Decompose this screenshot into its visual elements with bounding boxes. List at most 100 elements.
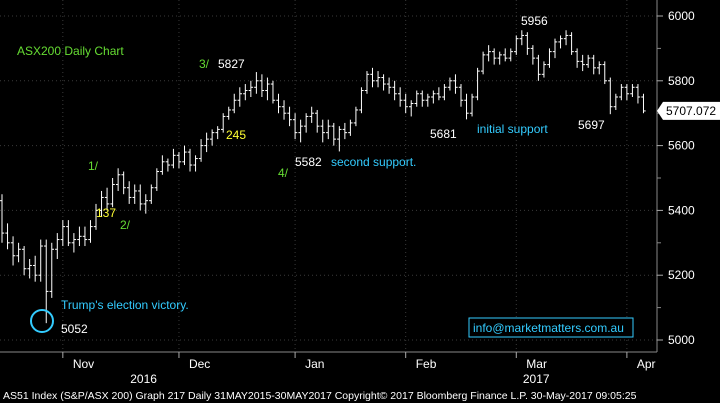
ohlc-bar [386, 77, 392, 94]
election-circle [30, 309, 54, 333]
ohlc-bar [237, 87, 242, 107]
ohlc-bar [298, 119, 303, 143]
ohlc-bar [331, 122, 336, 146]
x-year-label-2017: 2017 [523, 372, 550, 386]
ohlc-bar [469, 93, 475, 117]
ohlc-bar [270, 80, 276, 104]
ohlc-bar [563, 30, 569, 46]
ohlc-bar [198, 139, 204, 162]
ohlc-bar [519, 30, 525, 46]
ohlc-bar [5, 223, 10, 250]
high-5827-label: 5827 [218, 57, 245, 71]
x-month-label-dec: Dec [189, 357, 210, 371]
y-tick-label-5200: 5200 [668, 268, 695, 282]
y-tick-label-5600: 5600 [668, 139, 695, 153]
ohlc-bar [182, 145, 187, 166]
ohlc-bar [193, 155, 198, 172]
x-month-label-feb: Feb [416, 357, 437, 371]
ohlc-bar [486, 45, 491, 62]
ohlc-bar [171, 148, 176, 169]
ohlc-bar [149, 184, 154, 204]
ohlc-bar [585, 54, 591, 68]
ohlc-bar [359, 87, 364, 114]
ohlc-bar [154, 168, 160, 191]
ohlc-bar [126, 181, 132, 204]
x-month-label-apr: Apr [637, 357, 656, 371]
ohlc-bar [420, 90, 425, 107]
ohlc-bar [44, 239, 49, 324]
ohlc-bar [619, 84, 624, 101]
y-tick-label-5800: 5800 [668, 74, 695, 88]
x-axis-months: NovDecJanFebMarAprMay [62, 352, 656, 371]
count-137-label: 137 [96, 206, 116, 220]
ohlc-bar [320, 119, 325, 143]
ohlc-bar [143, 194, 148, 214]
ohlc-bar [287, 106, 292, 127]
ohlc-bar [630, 84, 635, 97]
last-value-label: 5707.072 [666, 104, 716, 118]
ohlc-bar [508, 48, 513, 62]
ohlc-bar [602, 61, 607, 85]
second-support-label: second support. [331, 155, 416, 169]
x-month-label-mar: Mar [526, 357, 547, 371]
ohlc-bar [370, 67, 375, 88]
ohlc-bar [221, 113, 226, 133]
x-month-label-nov: Nov [73, 357, 94, 371]
last-value-tag: 5707.072 [657, 101, 720, 120]
ohlc-bar [71, 233, 77, 253]
ohlc-bar [38, 239, 43, 282]
contact-email: info@marketmatters.com.au [473, 321, 624, 335]
ohlc-bar [547, 48, 552, 68]
y-axis-ticks: 5000 5200 5400 5600 5800 6000 [657, 9, 695, 347]
count-245-label: 245 [226, 128, 246, 142]
ohlc-bar [491, 48, 497, 65]
ohlc-bar [27, 259, 32, 279]
ohlc-bar [574, 48, 580, 68]
low-5681-label: 5681 [430, 127, 457, 141]
ohlc-bar [447, 77, 453, 91]
x-month-label-jan: Jan [305, 357, 324, 371]
ohlc-bar [121, 171, 126, 195]
wave-4-label: 4/ [278, 166, 289, 180]
ohlc-bar [115, 168, 121, 191]
ohlc-bar [243, 84, 248, 101]
ohlc-bar [475, 67, 480, 101]
ohlc-bar [66, 220, 71, 247]
ohlc-bar [165, 158, 171, 172]
ohlc-bar [641, 93, 646, 114]
ohlc-bar [530, 45, 536, 65]
ohlc-bar [132, 184, 137, 204]
low-5697-label: 5697 [578, 118, 605, 132]
ohlc-bar [348, 119, 353, 136]
wave-2-label: 2/ [120, 218, 131, 232]
ohlc-bar [480, 51, 486, 75]
ohlc-bar [580, 54, 585, 72]
ohlc-bar [32, 255, 38, 282]
ohlc-bar [77, 226, 82, 247]
ohlc-bar [608, 77, 613, 115]
ohlc-bar [315, 109, 320, 133]
ohlc-bar [204, 132, 209, 153]
election-label: Trump's election victory. [61, 298, 189, 312]
ohlc-bar [176, 152, 182, 169]
ohlc-bar [226, 106, 231, 120]
ohlc-bar [209, 129, 215, 146]
ohlc-bar [497, 51, 502, 65]
ohlc-bar [536, 54, 541, 81]
ohlc-bar [160, 155, 165, 175]
ohlc-bar [464, 93, 469, 120]
ohlc-bar [110, 178, 115, 208]
ohlc-bar [326, 119, 331, 140]
footer-text: AS51 Index (S&P/ASX 200) Graph 217 Daily… [3, 390, 637, 402]
ohlc-bar [187, 148, 193, 172]
ohlc-bar [215, 126, 220, 140]
ohlc-bar [99, 190, 104, 217]
ohlc-bar [613, 93, 619, 110]
ohlc-bar [10, 236, 16, 266]
ohlc-bar [597, 61, 602, 75]
ohlc-bar [337, 126, 342, 152]
ohlc-bar [104, 187, 110, 211]
ohlc-bar [0, 194, 5, 243]
